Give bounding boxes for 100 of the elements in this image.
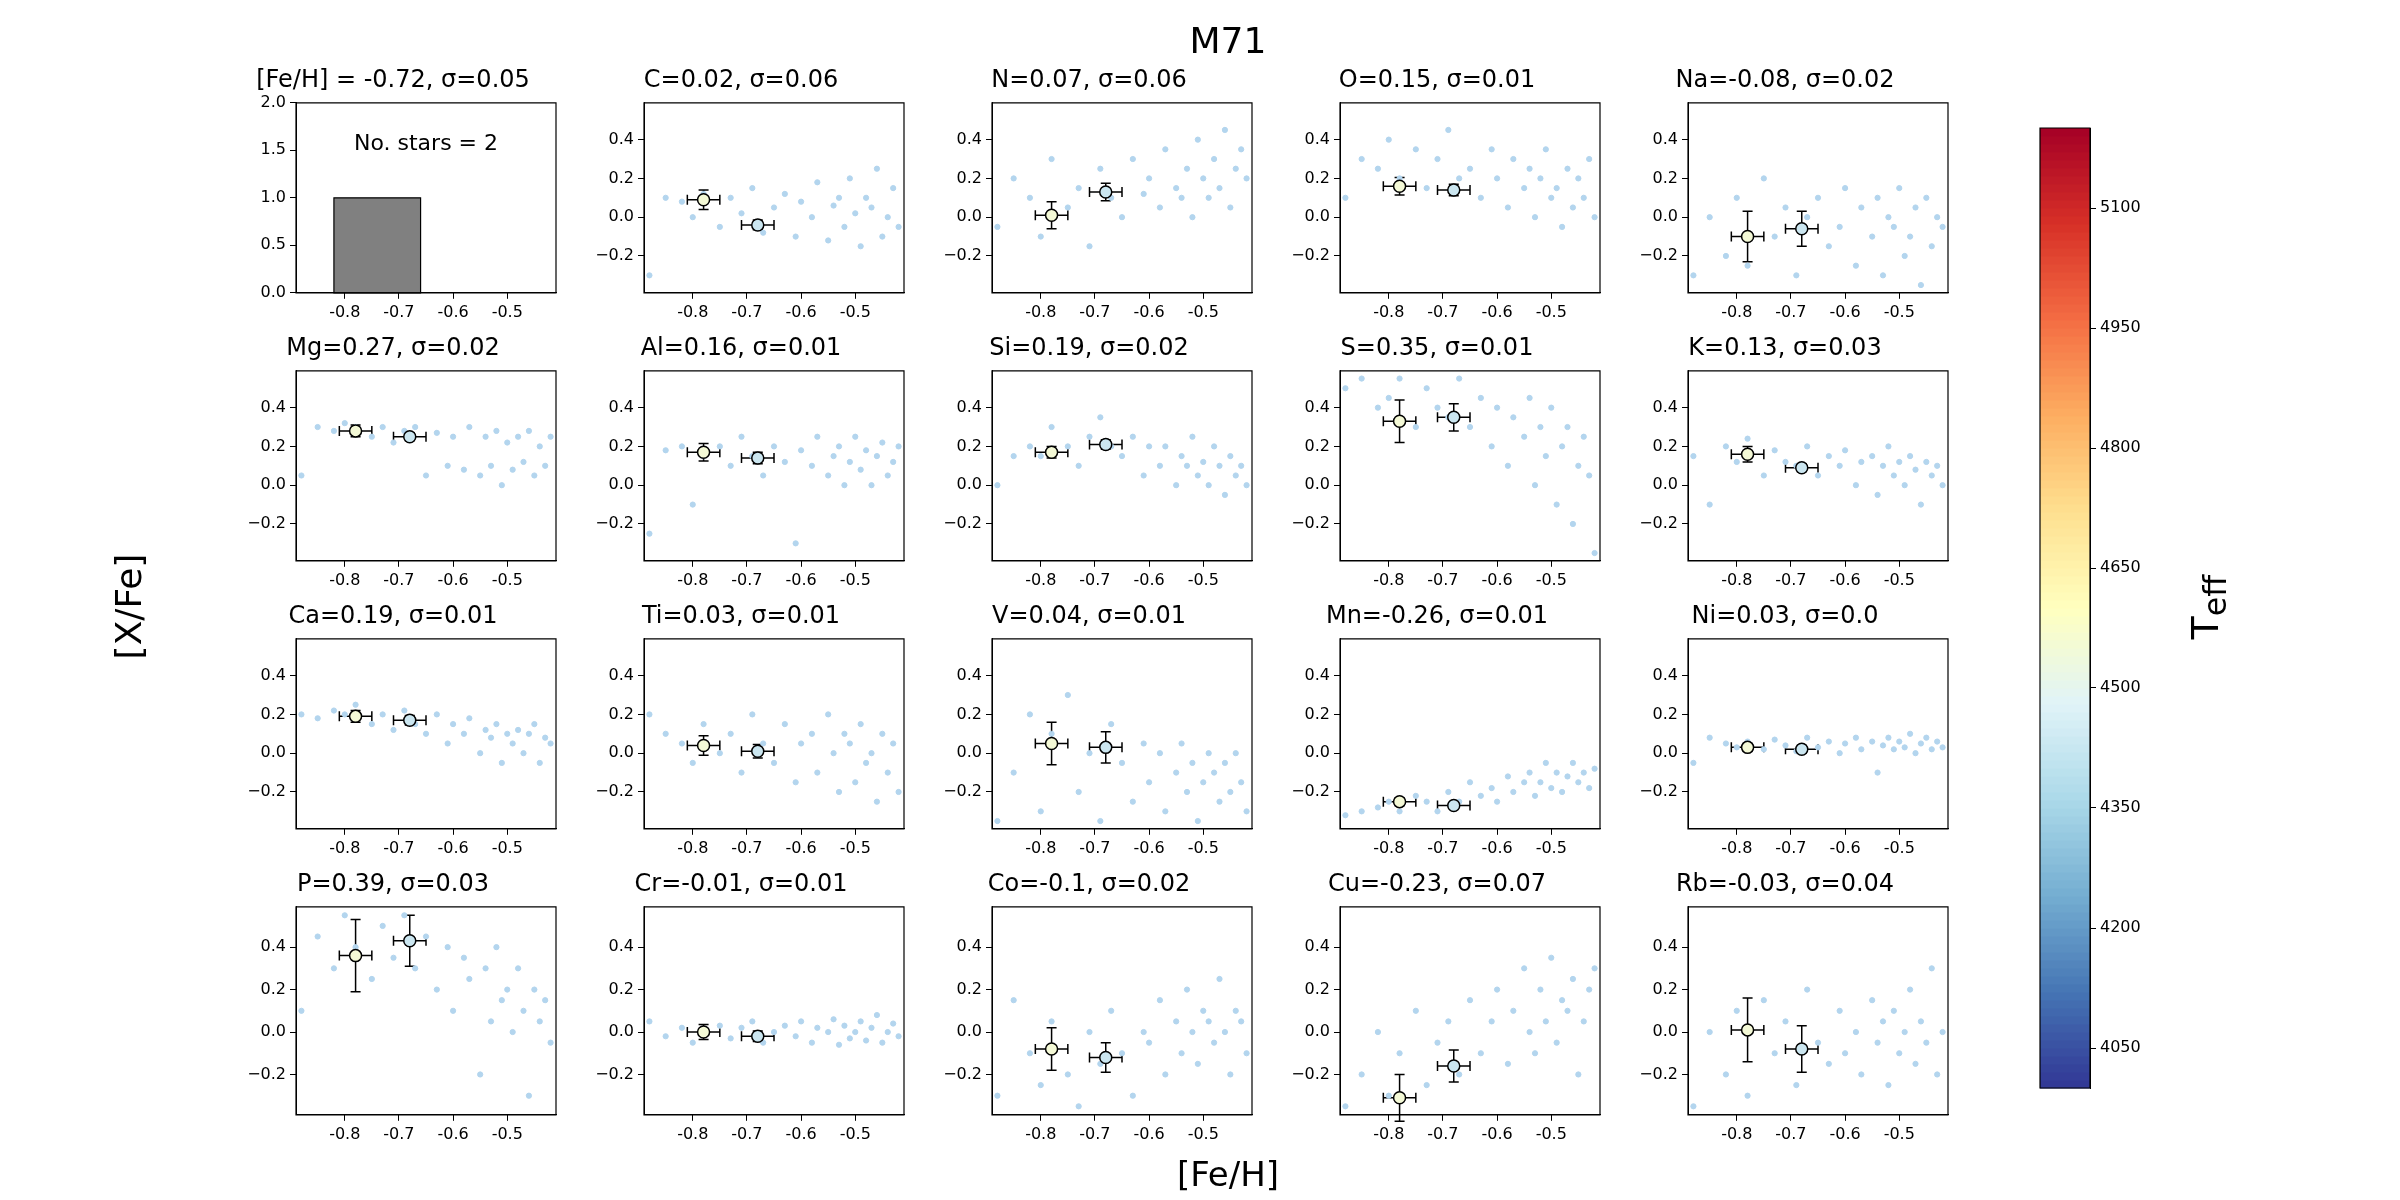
x-tick-label: -0.8 (677, 837, 709, 857)
y-tick-label: −0.2 (1291, 513, 1330, 533)
y-tick-label: 0.4 (608, 128, 634, 148)
y-tick-label: 0.0 (260, 742, 286, 762)
y-tick-label: 0.2 (608, 703, 634, 723)
x-tick-label: -0.5 (1535, 1123, 1567, 1143)
x-tick-label: -0.7 (731, 569, 763, 589)
color-bar-label: 4500 (2100, 677, 2141, 697)
x-tick-label: -0.5 (1535, 569, 1567, 589)
y-tick-label: 0.0 (608, 206, 634, 226)
x-tick-label: -0.8 (1025, 301, 1057, 321)
x-tick-label: -0.6 (785, 837, 817, 857)
x-tick-label: -0.5 (839, 569, 871, 589)
x-tick-label: -0.5 (1187, 837, 1219, 857)
y-tick-label: 0.2 (1652, 978, 1678, 998)
y-tick-label: 0.2 (956, 703, 982, 723)
y-tick-label: 0.4 (608, 664, 634, 684)
x-tick-label: -0.5 (1187, 301, 1219, 321)
x-tick-label: -0.6 (1481, 1123, 1513, 1143)
x-tick-label: -0.8 (329, 569, 361, 589)
x-tick-label: -0.8 (677, 569, 709, 589)
x-tick-label: -0.8 (677, 1123, 709, 1143)
y-tick-label: 2.0 (260, 91, 286, 111)
y-tick-label: 0.4 (1304, 936, 1330, 956)
y-tick-label: 0.0 (608, 474, 634, 494)
x-tick-label: -0.5 (839, 837, 871, 857)
x-tick-label: -0.6 (437, 837, 469, 857)
y-tick-label: 0.2 (608, 167, 634, 187)
x-tick-label: -0.7 (383, 837, 415, 857)
x-tick-label: -0.8 (329, 301, 361, 321)
y-tick-label: 0.2 (608, 435, 634, 455)
y-tick-label: 0.0 (1652, 742, 1678, 762)
x-tick-label: -0.5 (1883, 837, 1915, 857)
y-tick-label: 0.4 (1304, 396, 1330, 416)
x-tick-label: -0.7 (1775, 1123, 1807, 1143)
y-tick-label: 0.0 (260, 474, 286, 494)
y-tick-label: −0.2 (595, 1063, 634, 1083)
x-tick-label: -0.8 (1025, 569, 1057, 589)
y-tick-label: 0.2 (1304, 435, 1330, 455)
y-tick-label: 0.4 (260, 396, 286, 416)
chart-title: Ca=0.19, σ=0.01 (288, 600, 498, 629)
x-tick-label: -0.7 (1427, 837, 1459, 857)
y-tick-label: −0.2 (1639, 245, 1678, 265)
color-bar-label: 4800 (2100, 437, 2141, 457)
x-tick-label: -0.7 (731, 301, 763, 321)
x-tick-label: -0.8 (1373, 837, 1405, 857)
y-tick-label: −0.2 (1291, 1063, 1330, 1083)
chart-title: Mn=-0.26, σ=0.01 (1325, 600, 1549, 629)
x-tick-label: -0.8 (1373, 569, 1405, 589)
x-tick-label: -0.5 (491, 569, 523, 589)
x-tick-label: -0.8 (1373, 1123, 1405, 1143)
text: M71 (1188, 20, 1268, 61)
y-tick-label: 0.4 (1652, 396, 1678, 416)
chart-title: Co=-0.1, σ=0.02 (987, 868, 1191, 897)
x-tick-label: -0.6 (437, 301, 469, 321)
x-tick-label: -0.6 (785, 301, 817, 321)
y-tick-label: −0.2 (247, 513, 286, 533)
y-tick-label: 0.2 (956, 167, 982, 187)
y-tick-label: −0.2 (943, 1063, 982, 1083)
y-tick-label: 0.4 (1652, 128, 1678, 148)
y-tick-label: 0.4 (956, 664, 982, 684)
x-tick-label: -0.6 (1829, 301, 1861, 321)
y-tick-label: 0.4 (1304, 128, 1330, 148)
x-tick-label: -0.7 (1079, 1123, 1111, 1143)
chart-title: K=0.13, σ=0.03 (1688, 332, 1882, 361)
x-tick-label: -0.6 (1133, 569, 1165, 589)
x-tick-label: -0.6 (437, 1123, 469, 1143)
y-tick-label: 0.4 (956, 128, 982, 148)
x-tick-label: -0.5 (1535, 837, 1567, 857)
y-tick-label: −0.2 (247, 1063, 286, 1083)
x-tick-label: -0.7 (1775, 301, 1807, 321)
y-tick-label: 0.2 (1652, 435, 1678, 455)
y-tick-label: 0.0 (956, 206, 982, 226)
y-tick-label: 0.0 (1652, 474, 1678, 494)
x-tick-label: -0.5 (491, 837, 523, 857)
x-tick-label: -0.5 (1187, 1123, 1219, 1143)
x-tick-label: -0.8 (1025, 1123, 1057, 1143)
x-tick-label: -0.7 (1427, 301, 1459, 321)
y-tick-label: 0.2 (260, 703, 286, 723)
x-tick-label: -0.7 (1079, 569, 1111, 589)
y-tick-label: −0.2 (1639, 1063, 1678, 1083)
y-tick-label: −0.2 (1291, 245, 1330, 265)
color-bar-label: 4950 (2100, 317, 2141, 337)
y-tick-label: −0.2 (1639, 781, 1678, 801)
x-tick-label: -0.5 (491, 301, 523, 321)
chart-title: Ti=0.03, σ=0.01 (640, 600, 841, 629)
y-tick-label: 0.0 (1304, 1021, 1330, 1041)
x-tick-label: -0.7 (731, 1123, 763, 1143)
chart-title: Na=-0.08, σ=0.02 (1675, 64, 1895, 93)
x-tick-label: -0.6 (1829, 837, 1861, 857)
x-tick-label: -0.7 (731, 837, 763, 857)
y-tick-label: 0.4 (608, 396, 634, 416)
chart-title: Cr=-0.01, σ=0.01 (634, 868, 848, 897)
x-tick-label: -0.5 (1187, 569, 1219, 589)
chart-title: Si=0.19, σ=0.02 (989, 332, 1189, 361)
x-tick-label: -0.7 (383, 301, 415, 321)
chart-title: N=0.07, σ=0.06 (991, 64, 1187, 93)
y-tick-label: 0.2 (956, 435, 982, 455)
x-tick-label: -0.8 (1721, 837, 1753, 857)
x-tick-label: -0.7 (1775, 569, 1807, 589)
